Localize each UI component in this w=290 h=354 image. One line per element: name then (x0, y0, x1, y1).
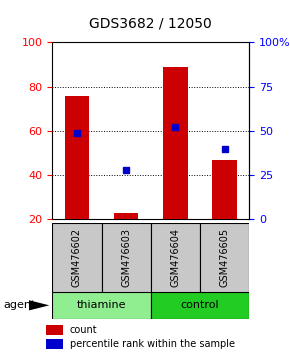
Bar (151, 223, 200, 292)
Text: GSM476602: GSM476602 (72, 228, 82, 287)
Bar (114, 213, 139, 219)
Bar (52, 292, 151, 319)
Bar (46, 339, 63, 349)
Bar (151, 292, 249, 319)
Bar (46, 325, 63, 335)
Text: GDS3682 / 12050: GDS3682 / 12050 (89, 16, 212, 30)
Bar (212, 160, 237, 219)
Text: GSM476605: GSM476605 (220, 228, 230, 287)
Bar (64, 96, 89, 219)
Text: thiamine: thiamine (77, 300, 126, 310)
Text: percentile rank within the sample: percentile rank within the sample (70, 339, 235, 349)
Bar (102, 223, 151, 292)
Bar (52, 223, 102, 292)
Bar (163, 67, 188, 219)
Bar (200, 223, 249, 292)
Text: GSM476604: GSM476604 (171, 228, 180, 287)
Text: count: count (70, 325, 97, 335)
Text: control: control (181, 300, 220, 310)
Polygon shape (29, 300, 49, 310)
Text: GSM476603: GSM476603 (121, 228, 131, 287)
Text: agent: agent (3, 300, 35, 310)
